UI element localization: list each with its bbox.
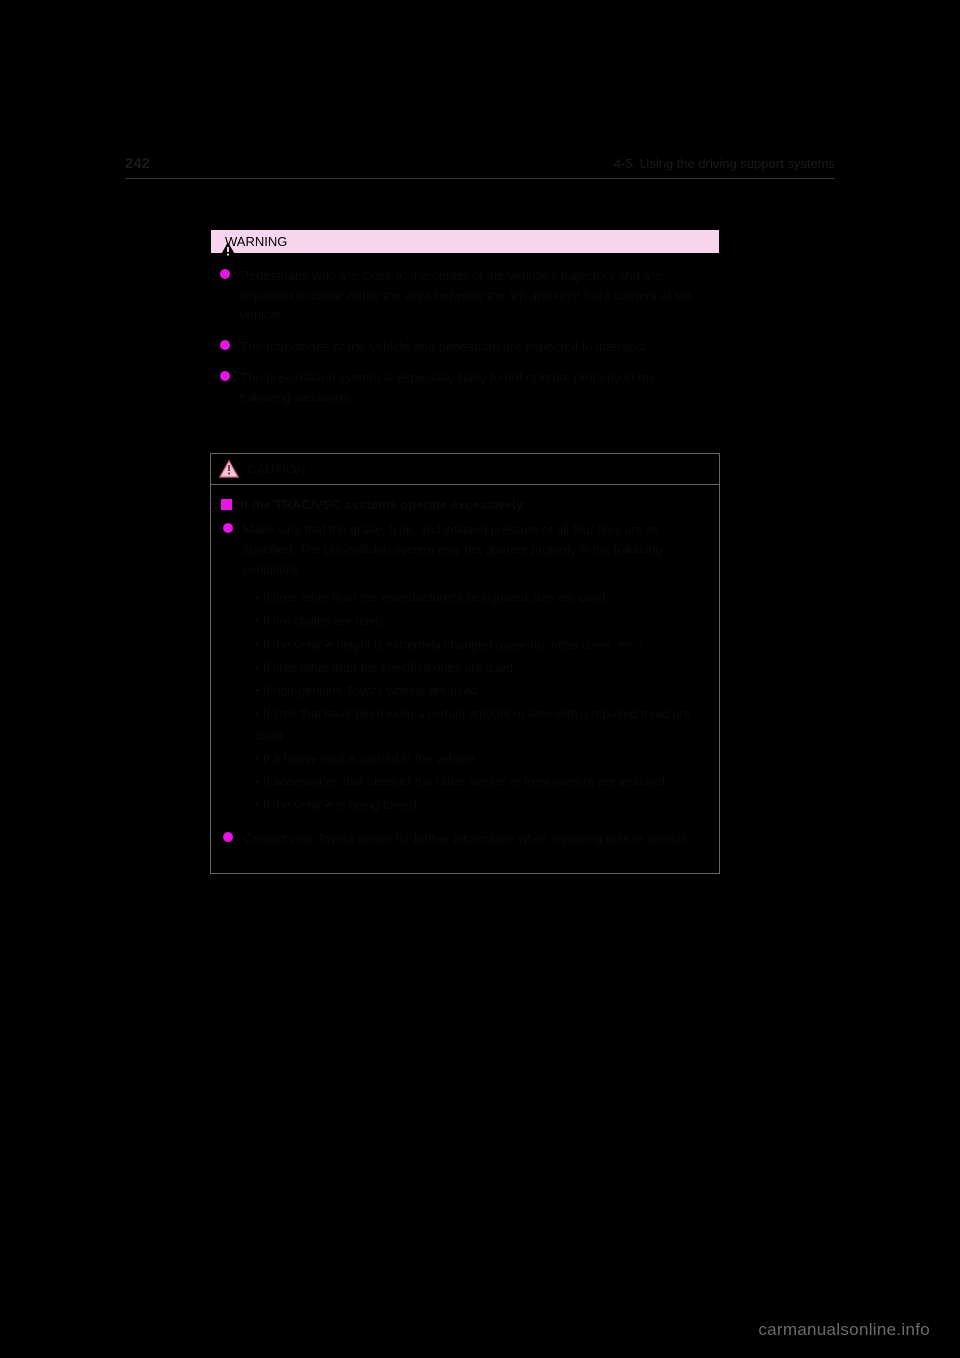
sub-item: • If the vehicle height is extremely cha… — [255, 635, 709, 656]
manual-page: 242 4-5. Using the driving support syste… — [125, 155, 835, 874]
caution-header: CAUTION — [211, 454, 719, 485]
warning-header: WARNING — [210, 229, 720, 254]
warning-bullet-item: Pedestrians who are close to the center … — [220, 266, 710, 325]
caution-box: CAUTION If the TRAC/VSC systems operate … — [210, 453, 720, 874]
warning-bullet-item: The trajectories of the vehicle and pede… — [220, 337, 710, 357]
sub-item: • If tires other than the manufacturer's… — [255, 588, 709, 609]
sub-item: • If tire chains are used — [255, 611, 709, 632]
caution-bullet-item: Contact your Toyota dealer for further i… — [223, 829, 709, 849]
caution-label: CAUTION — [247, 462, 306, 477]
bullet-icon — [220, 269, 230, 279]
bullet-text: The trajectories of the vehicle and pede… — [240, 337, 710, 357]
bullet-text: The pre-collision system is especially l… — [240, 368, 710, 407]
caution-bullet-item: Make sure that the grade, type, and infl… — [223, 520, 709, 819]
page-number: 242 — [125, 155, 150, 172]
sub-item: • If a heavy load is carried in the vehi… — [255, 749, 709, 770]
sub-item: • If the vehicle is being towed — [255, 795, 709, 816]
caution-content: If the TRAC/VSC systems operate excessiv… — [211, 485, 719, 873]
caution-section-heading: If the TRAC/VSC systems operate excessiv… — [221, 497, 709, 512]
caution-triangle-icon — [219, 460, 239, 478]
section-marker-icon — [221, 499, 232, 510]
sub-list: • If tires other than the manufacturer's… — [255, 588, 709, 817]
warning-box: WARNING Pedestrians who are close to the… — [210, 229, 720, 423]
section-title: 4-5. Using the driving support systems — [614, 156, 835, 171]
sub-item: • If tires that have been worn a certain… — [255, 704, 709, 747]
bullet-icon — [220, 340, 230, 350]
warning-content: Pedestrians who are close to the center … — [210, 254, 720, 423]
sub-item: • If accessories that obstruct the radar… — [255, 772, 709, 793]
page-header: 242 4-5. Using the driving support syste… — [125, 155, 835, 179]
warning-bullet-item: The pre-collision system is especially l… — [220, 368, 710, 407]
sub-item: • If tires other than the specified ones… — [255, 658, 709, 679]
bullet-icon — [223, 832, 233, 842]
bullet-text: Contact your Toyota dealer for further i… — [243, 829, 709, 849]
sub-item: • If non-genuine Toyota wheels are used — [255, 681, 709, 702]
section-heading-text: If the TRAC/VSC systems operate excessiv… — [240, 497, 523, 512]
bullet-icon — [223, 523, 233, 533]
bullet-icon — [220, 371, 230, 381]
watermark: carmanualsonline.info — [758, 1320, 930, 1340]
bullet-text: Pedestrians who are close to the center … — [240, 266, 710, 325]
bullet-lead-text: Make sure that the grade, type, and infl… — [243, 523, 662, 577]
bullet-text: Make sure that the grade, type, and infl… — [243, 520, 709, 819]
